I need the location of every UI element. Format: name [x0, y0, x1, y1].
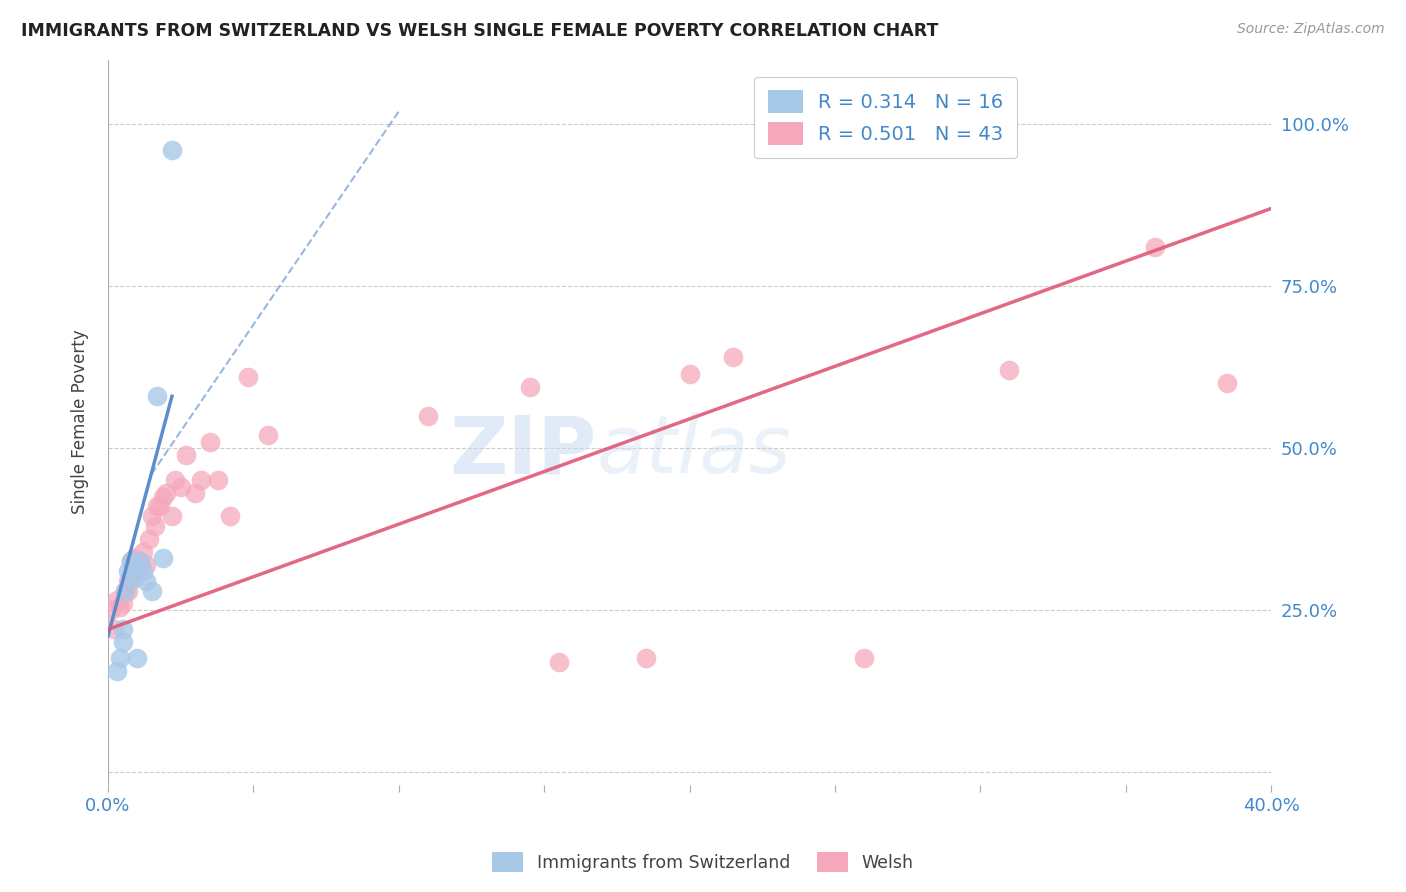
Point [152, 551, 174, 566]
Point [149, 500, 172, 514]
Point [108, 599, 131, 614]
Point [257, 428, 280, 442]
Point [146, 389, 169, 403]
Legend: R = 0.314   N = 16, R = 0.501   N = 43: R = 0.314 N = 16, R = 0.501 N = 43 [754, 77, 1017, 159]
Point [1216, 376, 1239, 391]
Y-axis label: Single Female Poverty: Single Female Poverty [72, 330, 89, 515]
Point [219, 509, 242, 524]
Point [155, 486, 177, 500]
Point [721, 351, 744, 365]
Point [170, 480, 193, 494]
Point [853, 651, 876, 665]
Point [114, 583, 136, 598]
Point [547, 655, 569, 669]
Point [998, 363, 1021, 377]
Point [120, 554, 142, 568]
Point [129, 558, 152, 572]
Point [122, 551, 145, 566]
Point [143, 518, 166, 533]
Point [184, 486, 207, 500]
Point [122, 570, 145, 584]
Point [176, 448, 198, 462]
Point [105, 665, 128, 679]
Point [105, 593, 128, 607]
Point [198, 434, 221, 449]
Point [416, 409, 439, 423]
Point [111, 635, 134, 649]
Text: IMMIGRANTS FROM SWITZERLAND VS WELSH SINGLE FEMALE POVERTY CORRELATION CHART: IMMIGRANTS FROM SWITZERLAND VS WELSH SIN… [21, 22, 938, 40]
Point [634, 651, 657, 665]
Point [519, 379, 541, 393]
Point [111, 597, 134, 611]
Point [141, 509, 163, 524]
Text: Source: ZipAtlas.com: Source: ZipAtlas.com [1237, 22, 1385, 37]
Point [160, 143, 183, 157]
Point [207, 474, 229, 488]
Point [138, 532, 160, 546]
Point [125, 651, 148, 665]
Point [146, 500, 169, 514]
Point [103, 623, 125, 637]
Point [120, 554, 142, 568]
Point [190, 474, 212, 488]
Point [132, 564, 155, 578]
Point [678, 367, 700, 381]
Point [135, 574, 157, 588]
Text: ZIP: ZIP [450, 412, 596, 491]
Legend: Immigrants from Switzerland, Welsh: Immigrants from Switzerland, Welsh [485, 845, 921, 879]
Point [236, 369, 259, 384]
Point [1143, 240, 1166, 254]
Point [135, 558, 157, 572]
Point [117, 583, 139, 598]
Point [117, 564, 139, 578]
Point [111, 623, 134, 637]
Point [120, 570, 142, 584]
Point [160, 509, 183, 524]
Text: atlas: atlas [596, 412, 792, 491]
Point [100, 603, 122, 617]
Point [129, 554, 152, 568]
Point [163, 474, 186, 488]
Point [132, 544, 155, 558]
Point [125, 561, 148, 575]
Point [108, 651, 131, 665]
Point [117, 574, 139, 588]
Point [114, 583, 136, 598]
Point [152, 490, 174, 504]
Point [141, 583, 163, 598]
